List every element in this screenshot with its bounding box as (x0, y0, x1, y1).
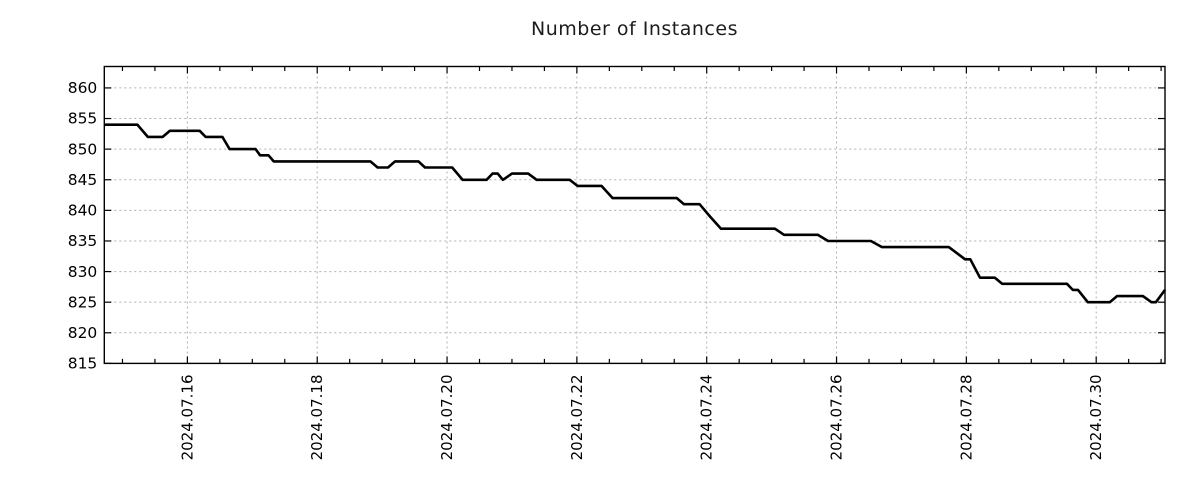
x-tick-label: 2024.07.24 (698, 375, 716, 461)
x-tick-label: 2024.07.18 (308, 375, 326, 461)
y-tick-label: 845 (68, 171, 98, 189)
x-tick-label: 2024.07.26 (828, 375, 846, 461)
y-tick-label: 830 (68, 263, 98, 281)
y-tick-label: 815 (68, 355, 98, 373)
chart-title: Number of Instances (531, 18, 738, 40)
x-tick-label: 2024.07.16 (178, 375, 196, 461)
series-line (104, 123, 1167, 304)
x-tick-label: 2024.07.28 (957, 375, 975, 461)
x-tick-label: 2024.07.30 (1087, 375, 1105, 461)
x-tick-label: 2024.07.20 (438, 375, 456, 461)
y-tick-label: 860 (68, 79, 98, 97)
y-tick-label: 820 (68, 324, 98, 342)
x-tick-label: 2024.07.22 (568, 375, 586, 461)
y-tick-label: 835 (68, 232, 98, 250)
y-tick-label: 850 (68, 140, 98, 158)
plot-border (103, 65, 1166, 365)
y-tick-label: 825 (68, 293, 98, 311)
y-tick-label: 855 (68, 110, 98, 128)
y-tick-label: 840 (68, 202, 98, 220)
